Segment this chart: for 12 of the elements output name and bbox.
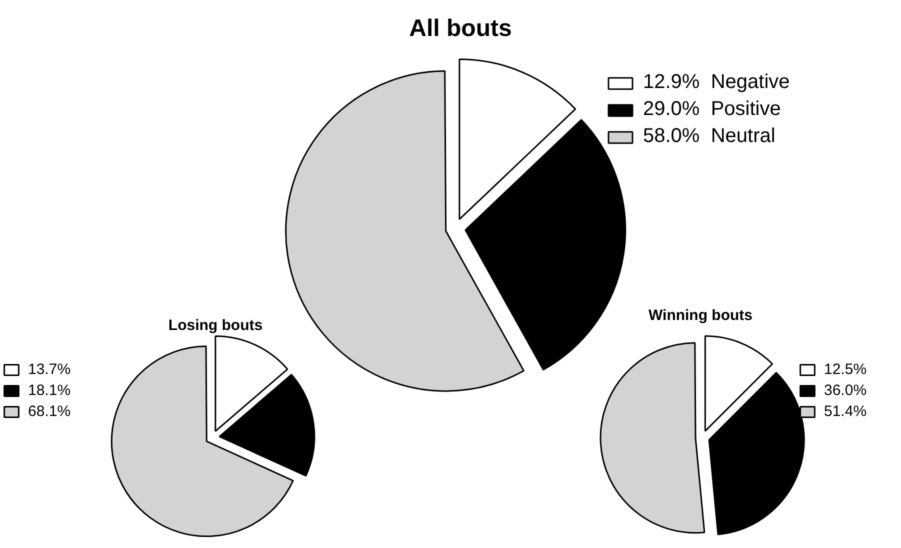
legend-label: 13.7% — [28, 361, 71, 378]
legend-label: 51.4% — [824, 403, 867, 420]
legend-label: 12.9% Negative — [643, 71, 790, 94]
chart-title: Winning bouts — [648, 307, 753, 324]
chart-title: Losing bouts — [168, 317, 263, 334]
legend-label: 29.0% Positive — [643, 98, 781, 121]
legend-label: 68.1% — [28, 403, 71, 420]
legend-label: 58.0% Neutral — [643, 125, 776, 148]
legend-label: 18.1% — [28, 382, 71, 399]
legend-label: 12.5% — [824, 361, 867, 378]
legend-label: 36.0% — [824, 382, 867, 399]
chart-title: All bouts — [409, 15, 512, 42]
